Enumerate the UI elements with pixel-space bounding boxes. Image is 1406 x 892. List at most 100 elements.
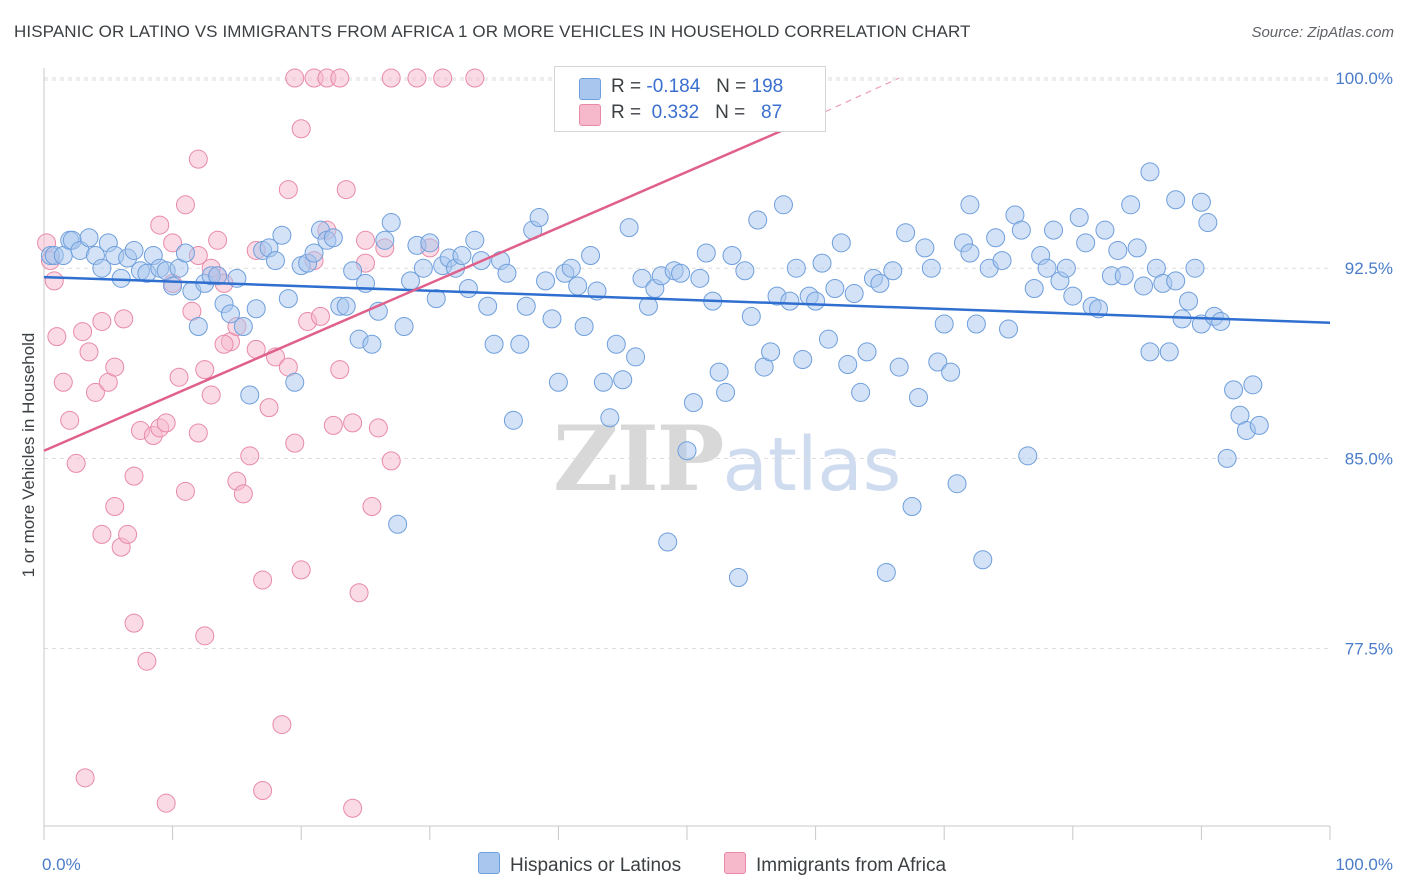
hispanic-point-175 bbox=[1166, 271, 1186, 291]
correlation-legend: R = -0.184 N = 198 R = 0.332 N = 87 bbox=[554, 66, 826, 132]
hispanic-point-78 bbox=[542, 309, 562, 329]
africa-point-10 bbox=[92, 311, 112, 331]
hispanic-point-52 bbox=[375, 230, 395, 250]
hispanic-point-28 bbox=[220, 304, 240, 324]
hispanic-point-71 bbox=[497, 263, 517, 283]
r-value: 0.332 bbox=[651, 102, 700, 123]
hispanic-point-106 bbox=[722, 246, 742, 266]
africa-point-6 bbox=[66, 453, 86, 473]
africa-point-27 bbox=[201, 385, 221, 405]
hispanic-point-147 bbox=[986, 228, 1006, 248]
hispanic-point-90 bbox=[619, 218, 639, 238]
hispanic-point-50 bbox=[362, 334, 382, 354]
africa-point-55 bbox=[381, 451, 401, 471]
hispanic-point-54 bbox=[388, 514, 408, 534]
hispanic-point-81 bbox=[561, 258, 581, 278]
y-tick-label-3: 100.0% bbox=[1335, 69, 1393, 88]
africa-point-50 bbox=[349, 583, 369, 603]
africa-point-25 bbox=[188, 423, 208, 443]
hispanic-point-112 bbox=[761, 342, 781, 362]
africa-point-74 bbox=[330, 68, 350, 88]
hispanic-point-188 bbox=[1249, 415, 1269, 435]
hispanic-point-99 bbox=[677, 441, 697, 461]
hispanic-point-32 bbox=[246, 299, 266, 319]
hispanic-point-114 bbox=[773, 195, 793, 215]
r-label: R = bbox=[611, 102, 642, 123]
x-tick-label-0: 0.0% bbox=[42, 855, 81, 874]
hispanic-point-144 bbox=[966, 314, 986, 334]
hispanic-point-41 bbox=[304, 243, 324, 263]
africa-point-85 bbox=[175, 195, 195, 215]
hispanic-point-138 bbox=[928, 352, 948, 372]
hispanic-point-60 bbox=[426, 289, 446, 309]
africa-point-8 bbox=[79, 342, 99, 362]
africa-point-59 bbox=[114, 309, 134, 329]
hispanic-point-55 bbox=[394, 317, 414, 337]
hispanic-point-74 bbox=[516, 296, 536, 316]
grid-lines bbox=[44, 77, 1330, 650]
africa-point-83 bbox=[163, 233, 183, 253]
hispanic-point-72 bbox=[503, 410, 523, 430]
africa-point-71 bbox=[291, 119, 311, 139]
y-tick-label-1: 85.0% bbox=[1345, 449, 1393, 468]
africa-point-35 bbox=[253, 570, 273, 590]
hispanic-point-135 bbox=[908, 388, 928, 408]
hispanic-point-66 bbox=[465, 230, 485, 250]
hispanic-point-168 bbox=[1121, 195, 1141, 215]
hispanic-point-79 bbox=[548, 372, 568, 392]
africa-point-3 bbox=[47, 327, 67, 347]
hispanic-point-84 bbox=[581, 246, 601, 266]
hispanic-point-129 bbox=[870, 273, 890, 293]
hispanic-point-182 bbox=[1211, 311, 1231, 331]
hispanic-point-177 bbox=[1179, 291, 1199, 311]
hispanic-point-158 bbox=[1056, 258, 1076, 278]
africa-point-58 bbox=[105, 357, 125, 377]
hispanic-point-124 bbox=[838, 355, 858, 375]
hispanic-point-122 bbox=[825, 278, 845, 298]
hispanic-point-130 bbox=[876, 562, 896, 582]
hispanic-point-105 bbox=[716, 382, 736, 402]
hispanic-point-136 bbox=[915, 238, 935, 258]
africa-point-53 bbox=[368, 418, 388, 438]
africa-point-49 bbox=[343, 413, 363, 433]
hispanic-point-174 bbox=[1159, 342, 1179, 362]
africa-point-2 bbox=[44, 271, 64, 291]
hispanic-point-123 bbox=[831, 233, 851, 253]
hispanic-point-107 bbox=[728, 568, 748, 588]
bottom-legend-label: Immigrants from Africa bbox=[756, 855, 947, 876]
africa-point-75 bbox=[343, 798, 363, 818]
africa-point-14 bbox=[118, 524, 138, 544]
watermark: ZIPatlas bbox=[553, 406, 901, 512]
hispanic-point-119 bbox=[806, 291, 826, 311]
africa-point-51 bbox=[356, 230, 375, 250]
hispanic-point-187 bbox=[1243, 375, 1263, 395]
africa-point-22 bbox=[169, 367, 189, 387]
hispanic-point-192 bbox=[960, 195, 980, 215]
hispanic-point-110 bbox=[748, 210, 768, 230]
hispanic-point-53 bbox=[381, 213, 401, 233]
hispanic-point-92 bbox=[632, 268, 652, 288]
n-label: N = bbox=[716, 76, 747, 97]
hispanic-point-137 bbox=[921, 258, 941, 278]
hispanic-point-126 bbox=[851, 382, 871, 402]
hispanic-point-31 bbox=[240, 385, 260, 405]
hispanic-point-127 bbox=[857, 342, 877, 362]
africa-point-40 bbox=[285, 433, 305, 453]
africa-point-36 bbox=[259, 398, 279, 418]
hispanic-point-68 bbox=[478, 296, 498, 316]
hispanic-point-171 bbox=[1140, 342, 1160, 362]
africa-point-79 bbox=[465, 68, 485, 88]
hispanic-point-64 bbox=[452, 246, 472, 266]
x-tick-label-1: 100.0% bbox=[1335, 855, 1393, 874]
hispanic-point-6 bbox=[79, 228, 99, 248]
bottom-legend-swatch-blue bbox=[478, 852, 500, 874]
hispanic-point-104 bbox=[709, 362, 729, 382]
africa-point-5 bbox=[60, 410, 80, 430]
hispanic-point-167 bbox=[1114, 266, 1134, 286]
africa-point-52 bbox=[362, 497, 382, 517]
hispanic-point-170 bbox=[1134, 276, 1154, 296]
n-label: N = bbox=[715, 102, 746, 123]
hispanic-point-96 bbox=[658, 532, 678, 552]
africa-point-76 bbox=[381, 68, 401, 88]
